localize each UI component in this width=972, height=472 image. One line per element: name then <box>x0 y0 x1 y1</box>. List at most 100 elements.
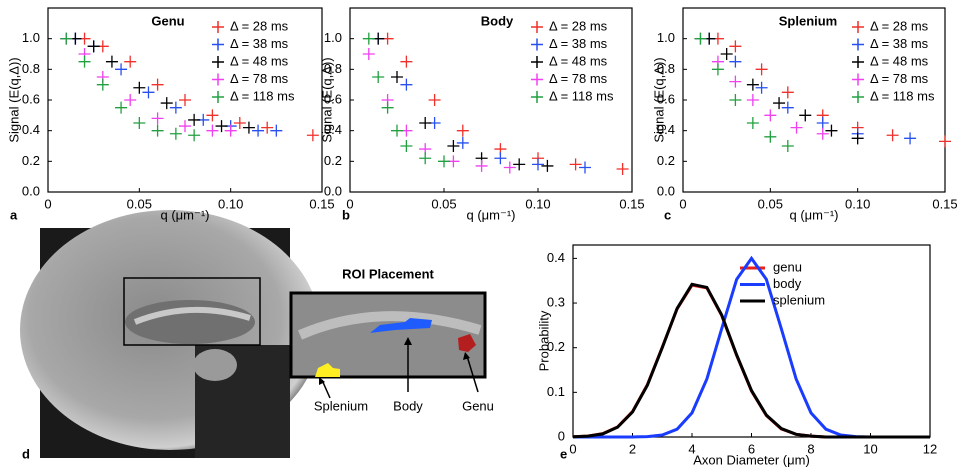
y-tick-label: 0.2 <box>657 153 675 168</box>
scatter-point <box>764 130 777 143</box>
legend-label: Δ = 78 ms <box>230 71 289 86</box>
x-tick-label: 0 <box>44 196 51 211</box>
panel-label: a <box>10 207 18 222</box>
y-tick-label: 1.0 <box>324 30 342 45</box>
y-tick-label: 0.2 <box>547 339 565 354</box>
scatter-point <box>96 78 109 91</box>
y-tick-label: 0.6 <box>657 91 675 106</box>
panel-label: b <box>342 207 350 222</box>
y-tick-label: 0.0 <box>657 183 675 198</box>
legend-label: Δ = 38 ms <box>230 36 289 51</box>
panel-label: d <box>22 446 30 461</box>
scatter-point <box>939 135 951 148</box>
scatter-point <box>503 161 516 174</box>
scatter-point <box>124 94 137 106</box>
legend-marker <box>852 91 864 103</box>
line-series <box>572 283 930 439</box>
legend-marker <box>212 73 224 86</box>
scatter-point <box>494 152 507 165</box>
legend-marker <box>212 38 224 51</box>
panel-label: e <box>560 446 567 461</box>
scatter-point <box>242 121 255 134</box>
legend-label: Δ = 38 ms <box>870 36 929 51</box>
scatter-point <box>179 120 191 133</box>
y-tick-label: 0.6 <box>22 91 40 106</box>
x-tick-label: 0.05 <box>127 196 152 211</box>
scatter-point <box>142 86 155 99</box>
scatter-point <box>60 32 73 45</box>
scatter-point <box>151 124 164 137</box>
x-tick-label: 10 <box>863 441 877 456</box>
chart-title: Genu <box>151 13 184 28</box>
scatter-point <box>569 158 582 171</box>
legend-label: Δ = 28 ms <box>230 18 289 33</box>
y-tick-label: 0.3 <box>547 294 565 309</box>
scatter-point <box>169 127 182 140</box>
x-tick-label: 8 <box>807 441 814 456</box>
scatter-point <box>816 127 829 140</box>
legend-label: genu <box>773 259 802 274</box>
scatter-point <box>252 124 265 137</box>
legend-marker <box>531 91 543 103</box>
scatter-point <box>133 81 146 94</box>
scatter-point <box>720 48 733 60</box>
legend-label: Δ = 48 ms <box>230 53 289 68</box>
x-tick-label: 0.15 <box>932 196 957 211</box>
y-tick-label: 0.8 <box>324 61 342 76</box>
y-tick-label: 0.6 <box>324 91 342 106</box>
scatter-point <box>362 32 375 45</box>
scatter-point <box>729 75 742 88</box>
scatter-point <box>579 161 591 174</box>
legend-label: body <box>773 276 802 291</box>
scatter-point <box>799 109 812 122</box>
scatter-point <box>105 55 118 68</box>
x-axis-label: q (μm⁻¹) <box>160 207 209 222</box>
legend-marker <box>531 56 543 68</box>
legend-marker <box>212 91 224 103</box>
scatter-point <box>115 101 128 114</box>
y-tick-label: 1.0 <box>657 30 675 45</box>
scatter-point <box>816 117 829 129</box>
y-tick-label: 1.0 <box>22 30 40 45</box>
scatter-point <box>400 140 413 152</box>
legend-label: Δ = 28 ms <box>870 18 929 33</box>
legend-label: Δ = 78 ms <box>549 71 608 86</box>
legend-marker <box>531 21 543 33</box>
scatter-point <box>400 78 413 91</box>
x-tick-label: 2 <box>629 441 636 456</box>
y-tick-label: 0.4 <box>547 250 565 265</box>
legend-label: Δ = 38 ms <box>549 36 608 51</box>
scatter-point <box>160 97 173 110</box>
scatter-point <box>729 55 742 68</box>
scatter-point <box>206 124 219 137</box>
legend-label: Δ = 48 ms <box>870 53 929 68</box>
x-tick-label: 4 <box>688 441 695 456</box>
y-axis-label: Probability <box>536 310 551 371</box>
y-axis-label: Signal (E(q,Δ)) <box>651 57 666 142</box>
x-tick-label: 6 <box>748 441 755 456</box>
scatter-point <box>746 78 759 91</box>
y-tick-label: 0.0 <box>324 183 342 198</box>
scatter-point <box>124 55 137 68</box>
scatter-point <box>694 32 707 45</box>
scatter-point <box>532 158 544 171</box>
scatter-point <box>215 120 228 133</box>
scatter-point <box>773 97 786 110</box>
legend-label: Δ = 118 ms <box>230 88 295 103</box>
scatter-point <box>306 129 319 142</box>
x-axis-label: q (μm⁻¹) <box>466 207 515 222</box>
x-axis-label: Axon Diameter (μm) <box>693 452 810 467</box>
legend-marker <box>212 21 224 33</box>
scatter-point <box>261 121 274 134</box>
x-tick-label: 0.10 <box>218 196 243 211</box>
y-tick-label: 0.4 <box>22 122 40 137</box>
scatter-point <box>904 132 917 145</box>
panel-label: c <box>664 207 671 222</box>
y-tick-label: 0.8 <box>657 61 675 76</box>
plot-frame <box>572 244 931 438</box>
scatter-point <box>362 48 375 60</box>
scatter-point <box>270 124 283 137</box>
y-tick-label: 0.2 <box>22 153 40 168</box>
legend-label: Δ = 118 ms <box>870 88 935 103</box>
scatter-point <box>781 101 794 114</box>
